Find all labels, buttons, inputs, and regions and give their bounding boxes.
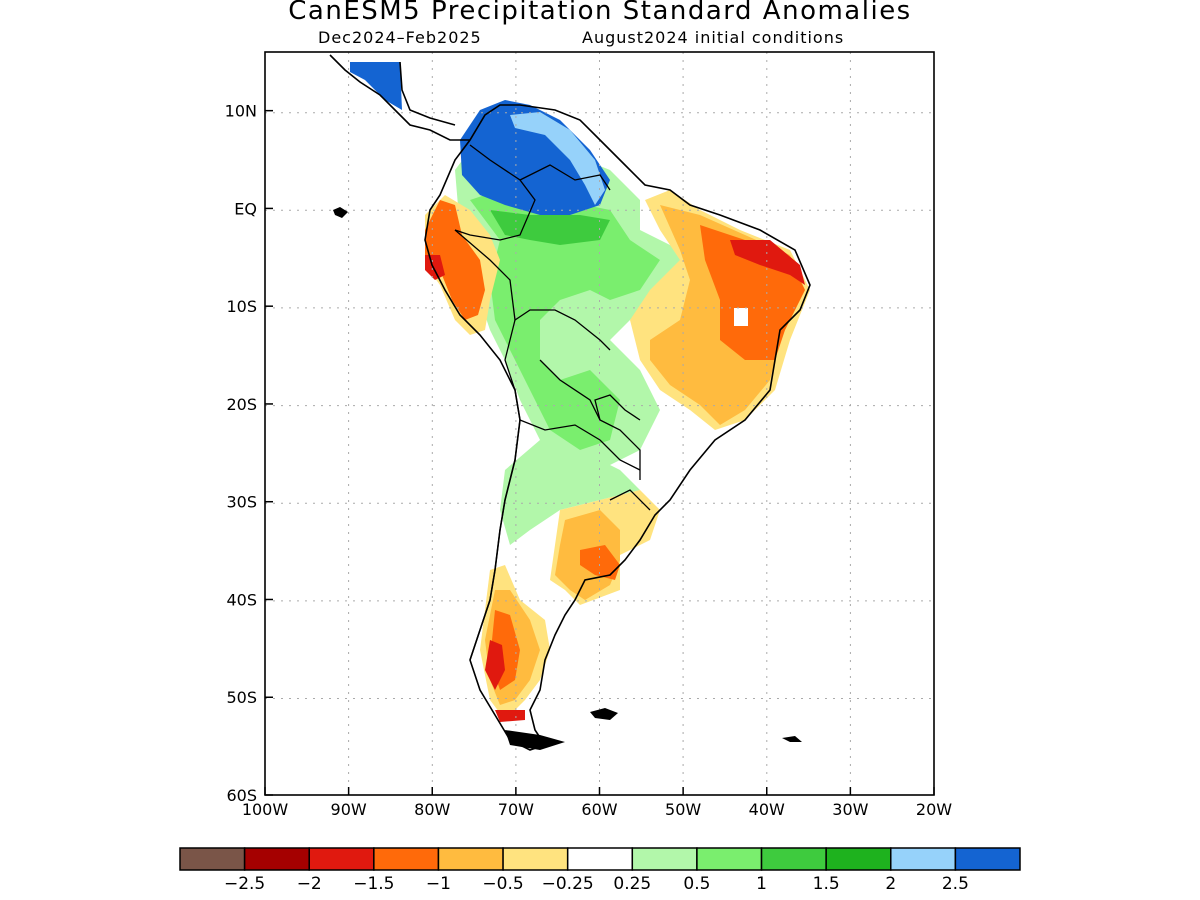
lat-tick-label: 10N (225, 102, 257, 121)
anomaly-region-very-wet-north (460, 100, 610, 215)
colorbar-swatch (954, 847, 1021, 871)
lat-tick-label: 30S (226, 493, 257, 512)
colorbar-label: 1.5 (813, 874, 840, 894)
central-america-north-coast (399, 61, 456, 126)
south-georgia-island (782, 736, 802, 742)
lat-tick-label: 50S (226, 688, 257, 707)
season-subtitle: Dec2024–Feb2025 (318, 28, 482, 47)
anomaly-region-neutral-spot (734, 308, 748, 326)
lat-tick-label: EQ (234, 199, 257, 218)
anomaly-region-wet-amazon-core (470, 190, 660, 450)
initial-conditions-subtitle: August2024 initial conditions (582, 28, 845, 47)
lon-tick-label: 100W (242, 800, 289, 819)
falkland-islands (590, 708, 618, 720)
anomaly-region-dry-ecuador-peru (425, 200, 485, 320)
longitude-axis: 100W 90W 80W 70W 60W 50W 40W 30W 20W (242, 787, 952, 819)
colorbar-label: −1 (426, 874, 451, 894)
tierra-del-fuego (505, 730, 565, 750)
colorbar-label: 2.5 (942, 874, 969, 894)
colorbar-swatch (373, 847, 440, 871)
latitude-axis: 10N EQ 10S 20S 30S 40S 50S 60S (225, 102, 273, 805)
colorbar-swatch (308, 847, 375, 871)
lon-tick-label: 70W (498, 800, 534, 819)
country-borders (454, 144, 651, 661)
colorbar-swatch (179, 847, 246, 871)
lon-tick-label: 30W (832, 800, 868, 819)
anomaly-region-extreme-dry-patagonia (485, 640, 525, 722)
lon-tick-label: 60W (581, 800, 617, 819)
central-america-coastline (329, 54, 470, 141)
anomaly-region-wet-amazon-strong (490, 210, 610, 245)
colorbar-label: −2.5 (224, 874, 265, 894)
islands (333, 207, 802, 750)
colorbar-swatch (243, 847, 310, 871)
colorbar-swatch (825, 847, 892, 871)
anomaly-region-extreme-dry-ne-brazil (730, 240, 805, 285)
colorbar-swatch (890, 847, 957, 871)
colorbar-label: −1.5 (353, 874, 394, 894)
anomaly-region-extreme-dry-ecuador (425, 255, 445, 280)
colorbar-label: 2 (885, 874, 896, 894)
colorbar-swatch (437, 847, 504, 871)
colorbar-swatch (696, 847, 763, 871)
colorbar-label: 0.25 (613, 874, 651, 894)
lat-tick-label: 10S (226, 297, 257, 316)
colorbar-label: −2 (297, 874, 322, 894)
colorbar-label: −0.25 (542, 874, 594, 894)
anomaly-region-light-blue-band (510, 112, 605, 205)
colorbar-swatch (631, 847, 698, 871)
lat-tick-label: 60S (226, 786, 257, 805)
galapagos-islands (333, 207, 348, 218)
lon-tick-label: 80W (414, 800, 450, 819)
colorbar-label: −0.5 (482, 874, 523, 894)
map-title: CanESM5 Precipitation Standard Anomalies (288, 0, 912, 26)
anomaly-region-very-wet-central-america (350, 62, 402, 110)
lon-tick-label: 20W (916, 800, 952, 819)
anomaly-region-very-dry-argentina (580, 545, 620, 580)
colorbar-swatch (502, 847, 569, 871)
lon-tick-label: 40W (749, 800, 785, 819)
colorbar: −2.5 −2 −1.5 −1 −0.5 −0.25 0.25 0.5 1 1.5 2 2.5 (179, 847, 1021, 894)
lat-tick-label: 20S (226, 395, 257, 414)
anomaly-region-wet-southern-cone (500, 440, 640, 545)
lon-tick-label: 90W (331, 800, 367, 819)
colorbar-swatch (566, 847, 634, 871)
colorbar-swatch (760, 847, 827, 871)
anomaly-shading (350, 62, 810, 722)
lon-tick-label: 50W (665, 800, 701, 819)
colorbar-label: 0.5 (683, 874, 710, 894)
lat-tick-label: 40S (226, 590, 257, 609)
colorbar-label: 1 (756, 874, 767, 894)
